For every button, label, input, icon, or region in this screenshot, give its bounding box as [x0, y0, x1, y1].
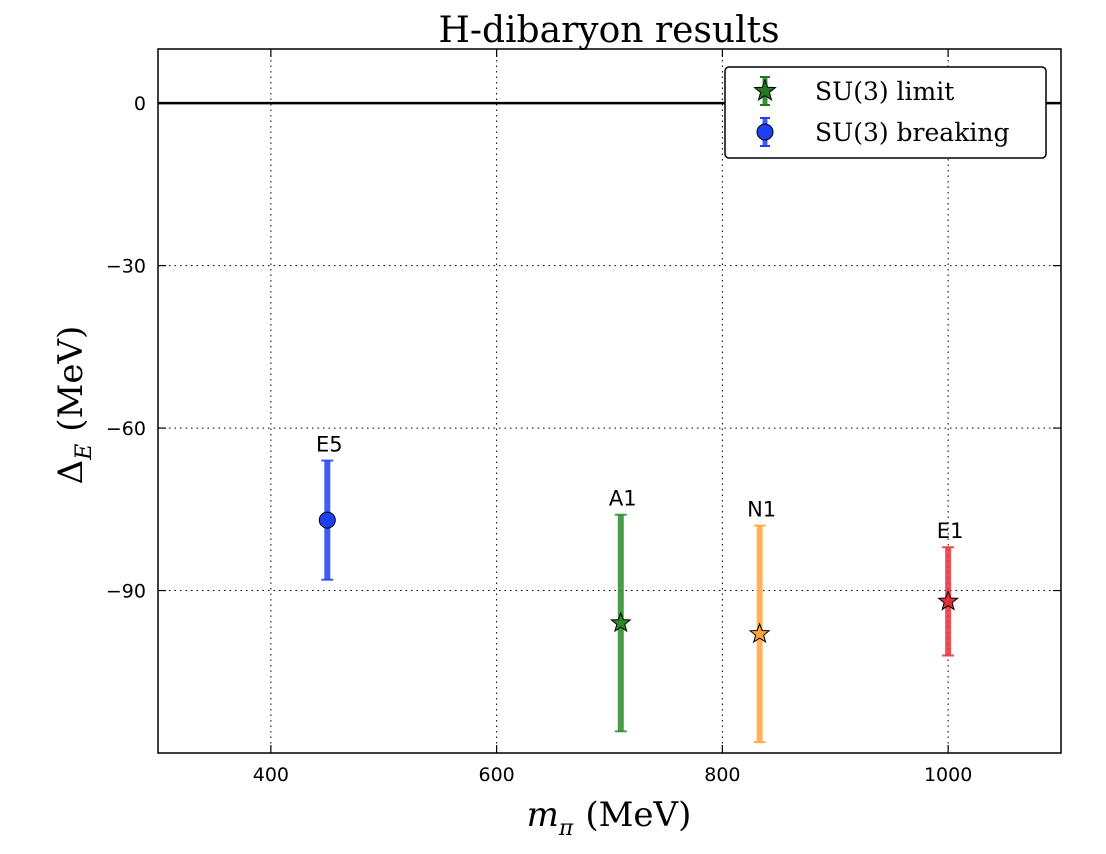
- y-tick-label: −90: [106, 581, 146, 603]
- y-tick-label: 0: [134, 93, 146, 115]
- y-axis-symbol: Δ: [51, 460, 91, 485]
- legend-entry: SU(3) limit: [753, 76, 954, 106]
- legend-circle-marker: [756, 123, 774, 141]
- legend-label: SU(3) limit: [815, 77, 954, 106]
- point-label: E5: [316, 433, 343, 457]
- plot-frame: [157, 48, 1062, 754]
- point-label: N1: [747, 498, 776, 522]
- y-tick-label: −30: [106, 256, 146, 278]
- y-axis-subscript: E: [72, 444, 97, 461]
- legend-label: SU(3) breaking: [815, 118, 1009, 147]
- data-point-a1: A1: [609, 487, 637, 733]
- x-tick-label: 400: [253, 764, 289, 786]
- star-marker: [937, 589, 959, 611]
- star-marker: [748, 622, 771, 644]
- circle-marker: [318, 511, 336, 529]
- y-axis-unit: (MeV): [51, 326, 91, 432]
- legend-box: [724, 66, 1047, 159]
- point-label: E1: [937, 519, 964, 543]
- x-axis-subscript: π: [558, 816, 574, 841]
- x-tick-label: 800: [704, 764, 740, 786]
- x-axis-unit: (MeV): [585, 795, 691, 835]
- data-point-e1: E1: [937, 519, 964, 657]
- legend-entry: SU(3) breaking: [756, 117, 1009, 147]
- x-axis-label: mπ (MeV): [527, 795, 692, 841]
- y-tick-label: −60: [106, 418, 146, 440]
- star-marker: [609, 611, 632, 633]
- data-point-e5: E5: [316, 433, 343, 581]
- point-label: A1: [609, 487, 637, 511]
- x-tick-label: 1000: [924, 764, 972, 786]
- y-axis-label: ΔE (MeV): [51, 326, 97, 485]
- data-point-n1: N1: [747, 498, 776, 744]
- axis-ticks: 400 600 800 1000 0 −30 −60 −90: [106, 49, 1061, 786]
- chart-title: H-dibaryon results: [438, 10, 779, 51]
- legend-star-marker: [753, 78, 777, 102]
- data-series: E5 A1 N1 E1: [316, 433, 964, 744]
- legend: SU(3) limit SU(3) breaking: [724, 66, 1047, 159]
- x-tick-label: 600: [478, 764, 514, 786]
- x-axis-symbol: m: [527, 795, 559, 835]
